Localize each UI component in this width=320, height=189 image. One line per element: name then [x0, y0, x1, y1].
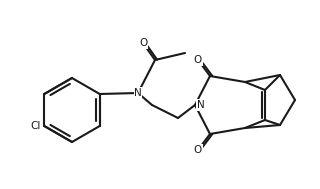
Text: O: O: [194, 55, 202, 65]
Text: O: O: [139, 38, 147, 48]
Text: Cl: Cl: [30, 121, 40, 131]
Text: N: N: [197, 100, 205, 110]
Text: N: N: [134, 88, 142, 98]
Text: O: O: [194, 145, 202, 155]
